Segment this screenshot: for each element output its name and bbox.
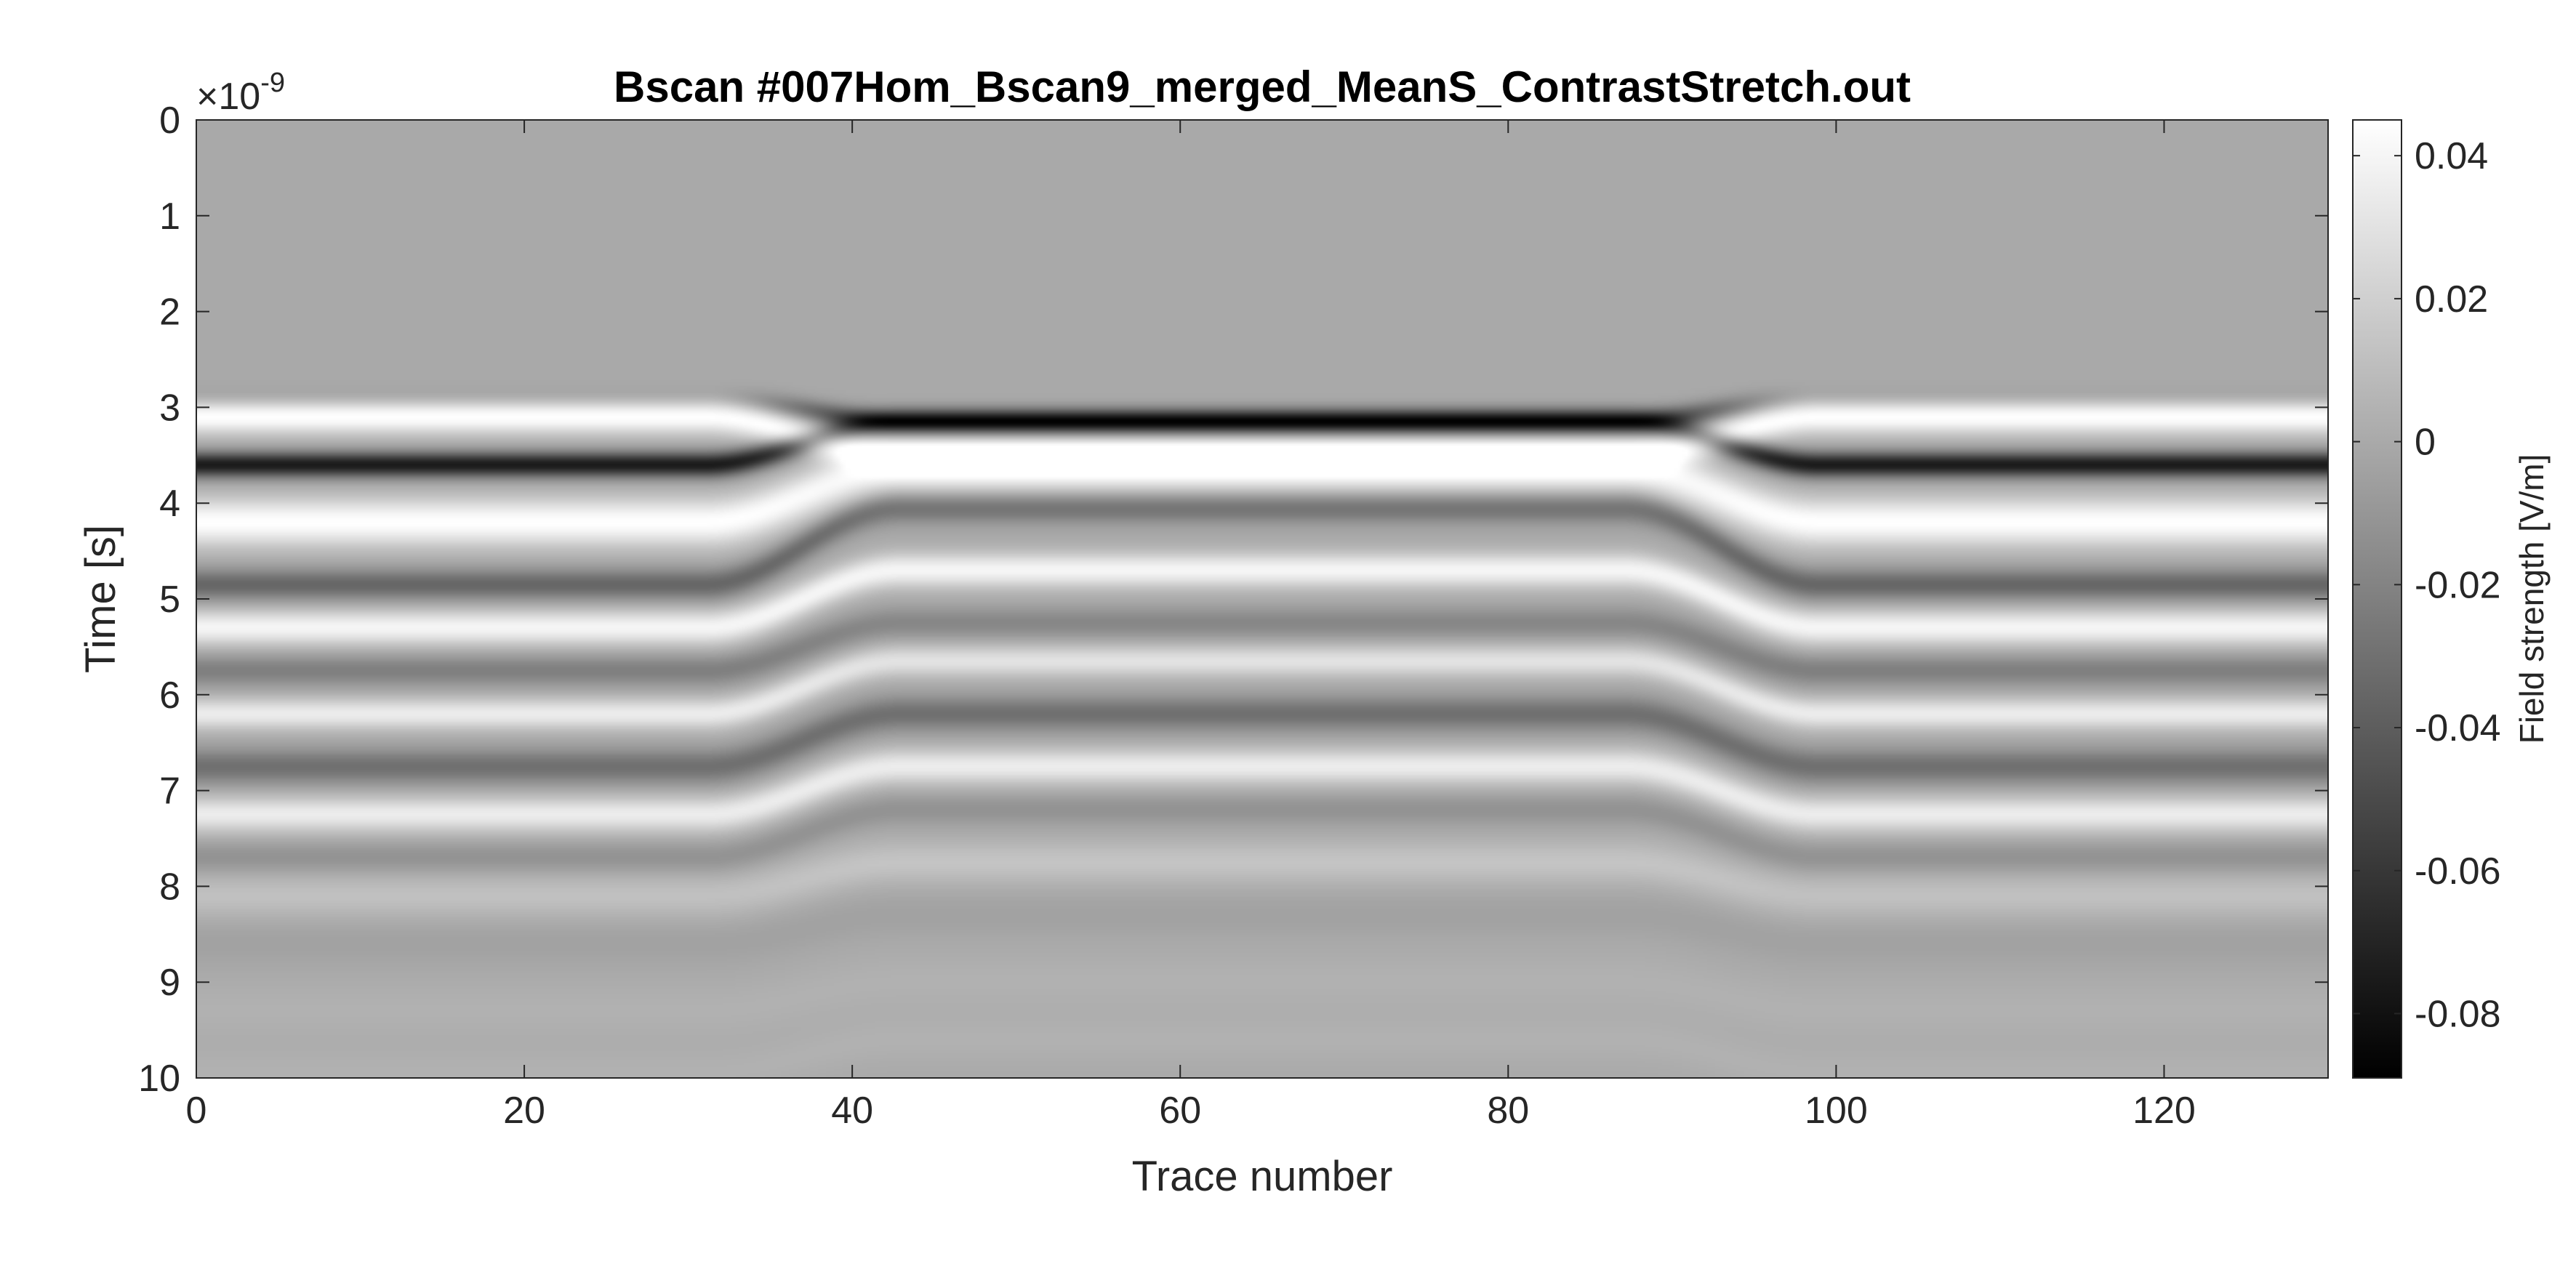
colorbar xyxy=(2353,120,2402,1078)
y-exponent-power: -9 xyxy=(260,68,285,98)
y-tick-label: 1 xyxy=(159,196,180,238)
y-tick-label: 6 xyxy=(159,675,180,717)
y-tick-label: 9 xyxy=(159,962,180,1004)
y-exponent: ×10-9 xyxy=(196,68,285,118)
y-axis-ticks: 0 1 2 3 4 5 6 7 8 9 10 xyxy=(138,100,2328,1100)
chart-title: Bscan #007Hom_Bscan9_merged_MeanS_Contra… xyxy=(614,63,1911,111)
colorbar-label: Field strength [V/m] xyxy=(2513,454,2551,744)
x-tick-label: 20 xyxy=(503,1090,545,1132)
y-exponent-base: ×10 xyxy=(196,76,260,118)
y-tick-label: 3 xyxy=(159,387,180,429)
x-axis-ticks: 0 20 40 60 80 100 120 xyxy=(186,120,2196,1132)
x-axis-label: Trace number xyxy=(1132,1153,1393,1200)
y-axis-label: Time [s] xyxy=(77,525,124,673)
x-tick-label: 60 xyxy=(1159,1090,1201,1132)
y-tick-label: 5 xyxy=(159,579,180,621)
x-tick-label: 40 xyxy=(831,1090,873,1132)
y-tick-label: 8 xyxy=(159,866,180,908)
colorbar-ticks: 0.04 0.02 0 -0.02 -0.04 -0.06 -0.08 xyxy=(2353,135,2501,1035)
x-tick-label: 0 xyxy=(186,1090,207,1132)
colorbar-tick-label: 0.02 xyxy=(2415,278,2488,321)
colorbar-border xyxy=(2352,119,2402,1079)
colorbar-tick-label: 0.04 xyxy=(2415,135,2488,177)
colorbar-tick-label: -0.02 xyxy=(2415,564,2501,606)
colorbar-tick-label: -0.08 xyxy=(2415,993,2501,1035)
colorbar-tick-label: 0 xyxy=(2415,422,2436,464)
y-tick-label: 2 xyxy=(159,291,180,334)
x-tick-label: 80 xyxy=(1487,1090,1529,1132)
x-tick-label: 120 xyxy=(2132,1090,2196,1132)
colorbar-tick-label: -0.06 xyxy=(2415,850,2501,893)
y-tick-label: 4 xyxy=(159,483,180,525)
colorbar-tick-label: -0.04 xyxy=(2415,707,2501,749)
y-tick-label: 0 xyxy=(159,100,180,142)
y-tick-label: 10 xyxy=(138,1058,180,1100)
x-tick-label: 100 xyxy=(1805,1090,1868,1132)
bscan-heatmap xyxy=(196,120,2328,1078)
y-tick-label: 7 xyxy=(159,770,180,813)
